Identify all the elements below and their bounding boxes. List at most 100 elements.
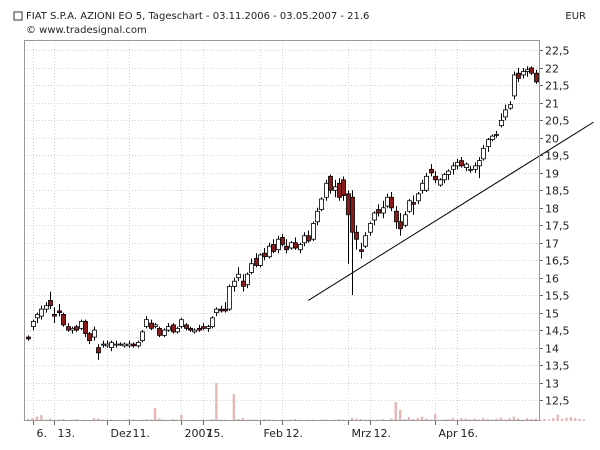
candle-body — [438, 179, 443, 186]
candle-body — [206, 326, 211, 329]
y-tick-label: 14,5 — [545, 325, 570, 338]
candle-body — [57, 310, 62, 314]
volume-bar — [499, 417, 503, 421]
candle-body — [512, 74, 517, 97]
candle-body — [516, 72, 521, 79]
candle-body — [127, 343, 132, 347]
candle-body — [481, 147, 486, 160]
candle-body — [411, 202, 416, 205]
candle-body — [499, 119, 504, 127]
volume-bar — [578, 419, 581, 421]
candle-body — [302, 235, 307, 244]
candle-body — [346, 193, 351, 216]
candle-body — [424, 175, 429, 191]
candle-body — [118, 343, 123, 346]
candle-body — [35, 313, 40, 319]
x-tick-label: 11. — [133, 427, 151, 440]
candle-body — [508, 104, 513, 109]
candle-body — [136, 341, 141, 347]
candle-body — [232, 280, 237, 287]
y-tick-label: 16,5 — [545, 255, 570, 268]
volume-bar — [573, 418, 577, 421]
candle-body — [451, 165, 456, 170]
candle-body — [258, 254, 263, 266]
y-tick-label: 18 — [545, 203, 559, 216]
candle-body — [494, 133, 499, 136]
candle-body — [298, 244, 303, 251]
candle-body — [389, 196, 394, 209]
candle-body — [101, 343, 106, 346]
x-tick-label: Apr — [439, 427, 459, 440]
candle-body — [271, 244, 276, 252]
candle-body — [236, 273, 241, 279]
candle-body — [192, 329, 197, 333]
volume-bar — [560, 418, 564, 421]
candle-body — [407, 200, 412, 212]
candle-body — [280, 237, 285, 245]
candle-body — [354, 231, 359, 240]
candle-body — [385, 196, 390, 207]
candle-body — [267, 245, 272, 258]
volume-bar — [495, 418, 498, 421]
y-tick-label: 13,5 — [545, 360, 570, 373]
volume-bar — [425, 418, 428, 421]
candle-body — [219, 308, 224, 312]
volume-bar — [232, 394, 236, 421]
volume-bar — [525, 418, 529, 421]
candle-body — [350, 196, 355, 233]
x-tick-label: 12. — [374, 427, 392, 440]
volume-bar — [355, 418, 358, 421]
chart-title: FIAT S.P.A. AZIONI EO 5, Tageschart - 03… — [26, 11, 370, 22]
candle-body — [74, 326, 79, 331]
candle-body — [52, 313, 57, 317]
volume-bar — [565, 417, 568, 421]
candle-body — [446, 170, 451, 175]
candle-body — [184, 324, 189, 329]
candle-body — [144, 319, 149, 328]
volume-bar — [350, 418, 354, 421]
candle-body — [109, 341, 114, 348]
x-tick-label: Feb — [264, 427, 283, 440]
candle-body — [311, 223, 316, 240]
candle-body — [254, 258, 259, 266]
candle-body — [341, 179, 346, 196]
volume-bar — [473, 418, 476, 421]
candle-body — [171, 324, 176, 333]
candle-body — [534, 72, 539, 83]
candle-body — [442, 174, 447, 181]
y-tick-label: 20,5 — [545, 115, 570, 128]
candle-body — [429, 168, 434, 174]
candle-body — [227, 286, 232, 310]
candle-body — [416, 193, 421, 202]
x-tick-label: 6. — [37, 427, 48, 440]
candle-body — [306, 235, 311, 242]
volume-bar — [390, 418, 393, 421]
candle-body — [92, 329, 97, 338]
volume-bar — [534, 418, 538, 421]
candle-body — [122, 343, 127, 347]
candle-body — [149, 322, 154, 329]
volume-bar — [92, 418, 96, 421]
candle-body — [525, 69, 530, 72]
y-tick-label: 19 — [545, 168, 559, 181]
y-tick-label: 15,5 — [545, 290, 570, 303]
candle-body — [376, 209, 381, 214]
volume-bar — [394, 401, 397, 421]
candle-body — [473, 165, 478, 170]
candle-body — [70, 327, 75, 331]
candle-body — [210, 317, 215, 328]
candle-body — [521, 71, 526, 76]
volume-bar — [538, 419, 542, 421]
candle-body — [245, 273, 250, 286]
candle-body — [276, 238, 281, 251]
volume-bar — [508, 418, 511, 421]
candle-body — [363, 235, 368, 247]
trend-line — [307, 121, 594, 301]
volume-bar — [31, 418, 34, 421]
candle-body — [249, 263, 254, 273]
volume-bar — [48, 418, 52, 421]
candle-body — [214, 308, 219, 314]
candle-body — [31, 320, 36, 328]
currency-label: EUR — [565, 11, 586, 22]
